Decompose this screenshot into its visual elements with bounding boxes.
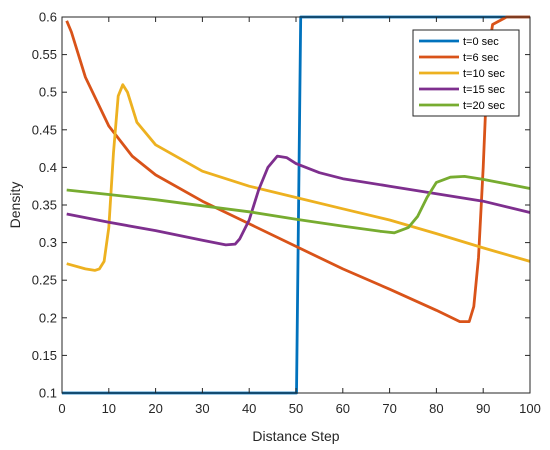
legend-label: t=20 sec <box>463 100 505 112</box>
legend-label: t=10 sec <box>463 68 505 80</box>
x-tick-label: 0 <box>58 401 65 416</box>
x-tick-label: 20 <box>148 401 162 416</box>
x-tick-label: 30 <box>195 401 209 416</box>
legend-label: t=15 sec <box>463 84 505 96</box>
x-tick-label: 60 <box>336 401 350 416</box>
y-tick-label: 0.3 <box>39 235 57 250</box>
x-tick-label: 80 <box>429 401 443 416</box>
x-tick-label: 10 <box>102 401 116 416</box>
legend-label: t=0 sec <box>463 36 499 48</box>
x-axis-title: Distance Step <box>252 428 339 444</box>
x-tick-label: 50 <box>289 401 303 416</box>
y-tick-label: 0.1 <box>39 386 57 401</box>
x-tick-label: 40 <box>242 401 256 416</box>
legend: t=0 sec t=6 sec t=10 sec t=15 sec t=20 sec <box>412 29 520 117</box>
series-line-4 <box>66 154 531 247</box>
y-tick-label: 0.55 <box>32 47 57 62</box>
legend-label: t=6 sec <box>463 52 499 64</box>
y-tick-label: 0.2 <box>39 310 57 325</box>
y-tick-label: 0.35 <box>32 198 57 213</box>
y-tick-label: 0.4 <box>39 160 57 175</box>
series-line-3 <box>66 83 531 272</box>
y-tick-label: 0.15 <box>32 348 57 363</box>
x-tick-label: 70 <box>382 401 396 416</box>
y-tick-label: 0.45 <box>32 122 57 137</box>
ticks-layer: 0 10 20 30 40 50 60 70 80 90 100 0.1 0.15 0.2 0.25 0.3 0… <box>32 10 541 417</box>
x-tick-label: 90 <box>476 401 490 416</box>
series-line-5 <box>66 175 531 235</box>
y-tick-label: 0.25 <box>32 273 57 288</box>
x-tick-label: 100 <box>519 401 541 416</box>
y-tick-label: 0.5 <box>39 85 57 100</box>
y-tick-label: 0.6 <box>39 10 57 25</box>
y-axis-title: Density <box>7 182 23 229</box>
